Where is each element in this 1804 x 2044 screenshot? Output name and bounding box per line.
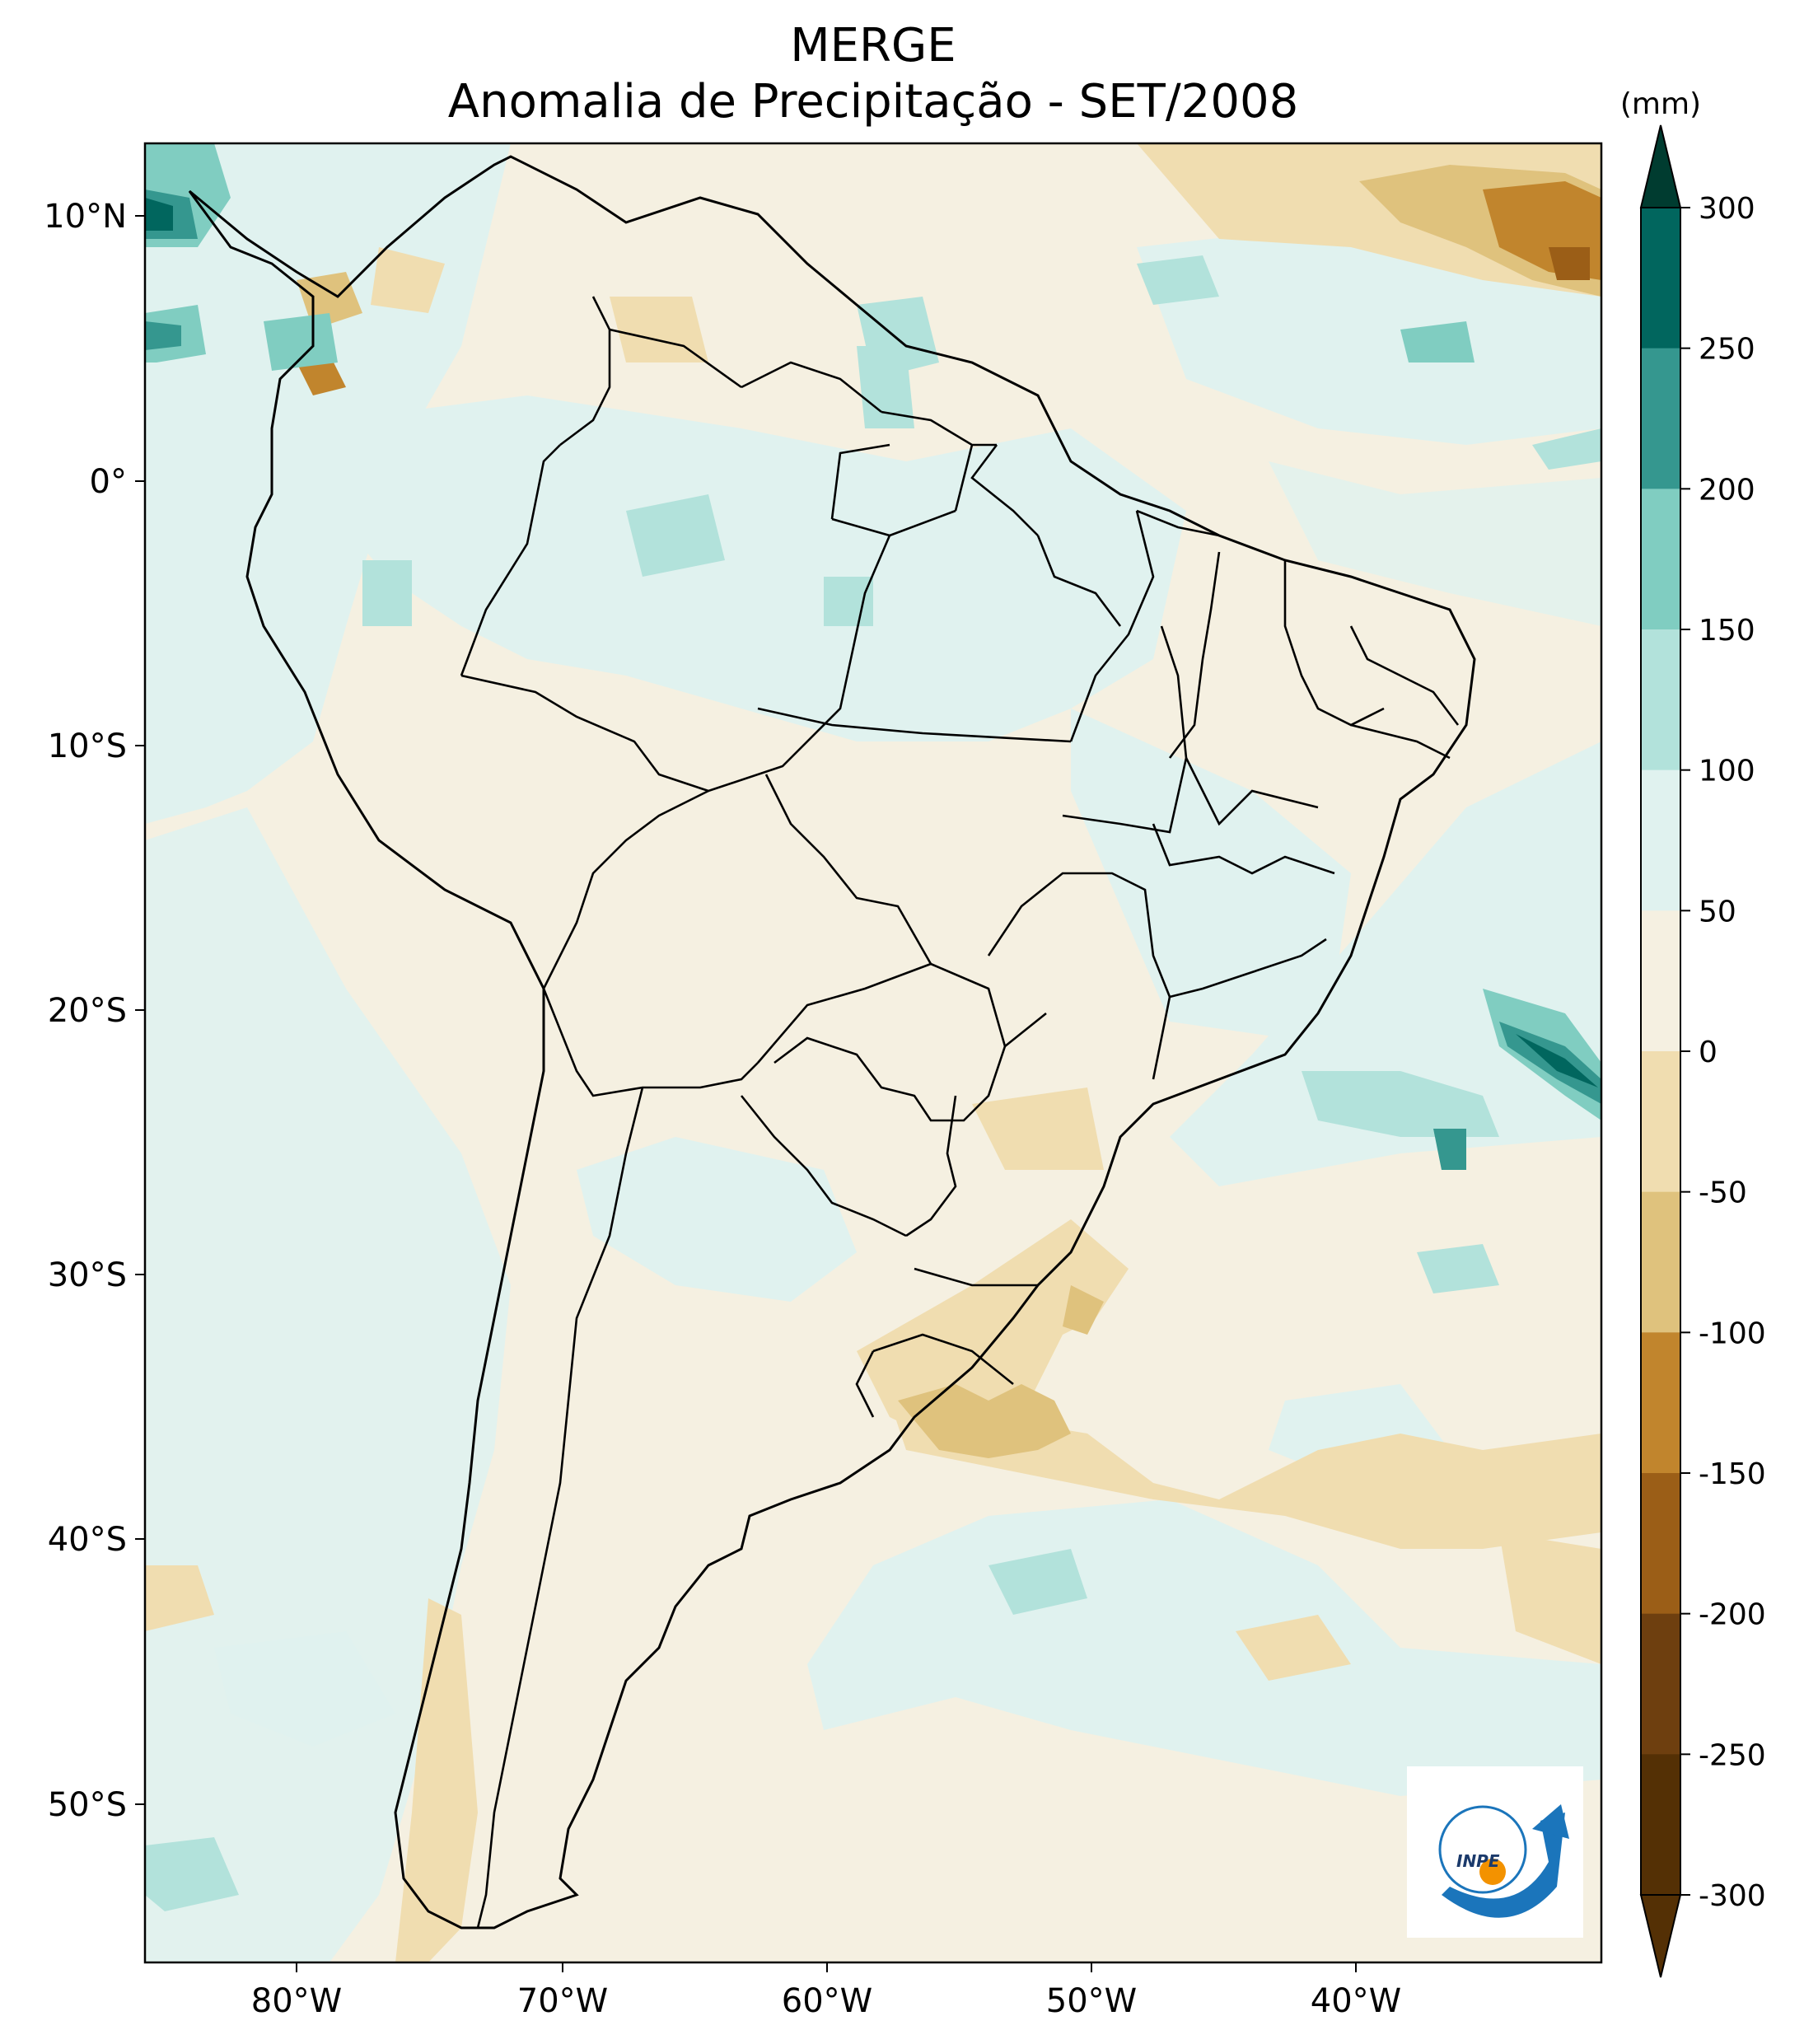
inpe-logo: INPE bbox=[1407, 1766, 1583, 1938]
plot-frame bbox=[143, 142, 1603, 1964]
colorbar-tick-label: -250 bbox=[1699, 1738, 1766, 1772]
colorbar-tick-label: -150 bbox=[1699, 1457, 1766, 1491]
colorbar-tick-label: 150 bbox=[1699, 614, 1755, 648]
colorbar-tick-label: 50 bbox=[1699, 895, 1736, 928]
colorbar-block bbox=[1641, 629, 1680, 771]
logo-text: INPE bbox=[1456, 1851, 1500, 1871]
lat-axis: 10°N 0° 10°S 20°S 30°S 40°S 50°S bbox=[44, 198, 145, 1824]
colorbar-block bbox=[1641, 348, 1680, 489]
lat-label-20s: 20°S bbox=[48, 992, 127, 1030]
colorbar-block bbox=[1641, 1191, 1680, 1333]
colorbar-tick-label: -300 bbox=[1699, 1879, 1766, 1913]
lon-label-80w: 80°W bbox=[251, 1982, 342, 2020]
colorbar-tick-label: -200 bbox=[1699, 1598, 1766, 1632]
lon-label-70w: 70°W bbox=[517, 1982, 608, 2020]
logo-orbit-icon bbox=[1438, 1805, 1527, 1894]
map-plot-area bbox=[145, 143, 1601, 1962]
positive-anomaly-high bbox=[145, 143, 1601, 1911]
logo-arrow-icon bbox=[1532, 1804, 1569, 1839]
colorbar-tick-label: -50 bbox=[1699, 1176, 1747, 1210]
colorbar-block bbox=[1641, 1754, 1680, 1896]
colorbar-block bbox=[1641, 1051, 1680, 1193]
lat-label-0: 0° bbox=[90, 463, 127, 501]
colorbar-block bbox=[1641, 489, 1680, 630]
colorbar-tick-label: 300 bbox=[1699, 192, 1755, 226]
colorbar-tick-label: 0 bbox=[1699, 1036, 1718, 1069]
political-borders bbox=[460, 296, 1460, 1929]
colorbar-tick-label: 100 bbox=[1699, 755, 1755, 788]
lat-label-10n: 10°N bbox=[44, 198, 127, 236]
lat-label-30s: 30°S bbox=[48, 1256, 127, 1294]
colorbar-extend-min bbox=[1639, 1894, 1682, 1978]
lat-label-10s: 10°S bbox=[48, 727, 127, 765]
lon-axis: 80°W 70°W 60°W 50°W 40°W bbox=[251, 1962, 1401, 2020]
lon-label-40w: 40°W bbox=[1311, 1982, 1401, 2020]
map-title: MERGE bbox=[790, 19, 956, 72]
logo-swoosh-icon bbox=[1442, 1812, 1565, 1918]
lon-label-60w: 60°W bbox=[782, 1982, 872, 2020]
colorbar: (mm) 300 250 200 150 100 50 0 -50 -100 -150 -200 -2… bbox=[1620, 87, 1766, 1978]
colorbar-tick-label: 200 bbox=[1699, 473, 1755, 507]
colorbar-block bbox=[1641, 208, 1680, 349]
map-subtitle: Anomalia de Precipitação - SET/2008 bbox=[447, 75, 1299, 129]
colorbar-tick-label: 250 bbox=[1699, 333, 1755, 367]
colorbar-block bbox=[1641, 769, 1680, 911]
continent-coastline bbox=[188, 155, 1476, 1929]
positive-anomaly-0-50 bbox=[145, 143, 1601, 1962]
colorbar-ticks: 300 250 200 150 100 50 0 -50 -100 -150 -200 -250 -30… bbox=[1680, 192, 1766, 1913]
logo-sun-icon bbox=[1479, 1859, 1506, 1885]
lat-label-50s: 50°S bbox=[48, 1786, 127, 1824]
negative-anomaly-200-250 bbox=[1549, 247, 1590, 280]
colorbar-tick-label: -100 bbox=[1699, 1317, 1766, 1350]
colorbar-block bbox=[1641, 1613, 1680, 1755]
colorbar-unit: (mm) bbox=[1620, 87, 1701, 121]
lon-label-50w: 50°W bbox=[1046, 1982, 1137, 2020]
colorbar-block bbox=[1641, 1473, 1680, 1615]
colorbar-block bbox=[1641, 910, 1680, 1052]
colorbar-blocks bbox=[1639, 124, 1682, 1978]
colorbar-block bbox=[1641, 1332, 1680, 1474]
lat-label-40s: 40°S bbox=[48, 1521, 127, 1559]
colorbar-extend-max bbox=[1639, 124, 1682, 208]
